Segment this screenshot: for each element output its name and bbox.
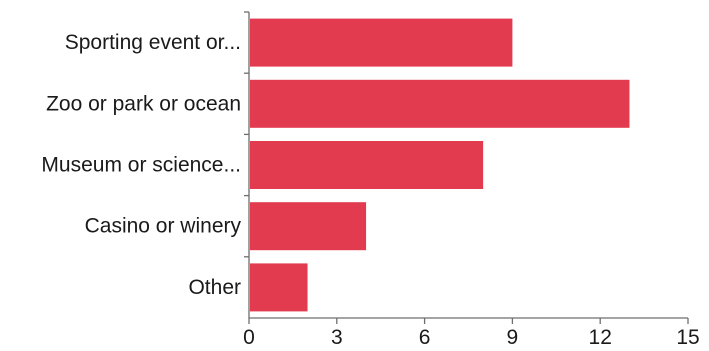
- category-label: Museum or science...: [41, 154, 241, 177]
- category-label: Other: [188, 276, 241, 299]
- labels-layer: Sporting event or... Zoo or park or ocean…: [41, 31, 699, 349]
- x-tick-label: 6: [419, 326, 431, 349]
- x-tick-label: 3: [331, 326, 343, 349]
- bar-0: [250, 18, 513, 67]
- category-label: Zoo or park or ocean: [46, 92, 241, 115]
- category-label: Casino or winery: [85, 215, 242, 238]
- x-tick-label: 15: [676, 326, 699, 349]
- x-tick-label: 9: [507, 326, 519, 349]
- x-tick-label: 0: [243, 326, 255, 349]
- category-label: Sporting event or...: [65, 31, 241, 54]
- x-tick-label: 12: [589, 326, 612, 349]
- bar-4: [250, 263, 308, 312]
- bar-2: [250, 141, 484, 189]
- bar-1: [250, 79, 630, 128]
- axes-layer: [244, 11, 689, 324]
- bar-3: [250, 202, 367, 251]
- bars-layer: [250, 18, 630, 312]
